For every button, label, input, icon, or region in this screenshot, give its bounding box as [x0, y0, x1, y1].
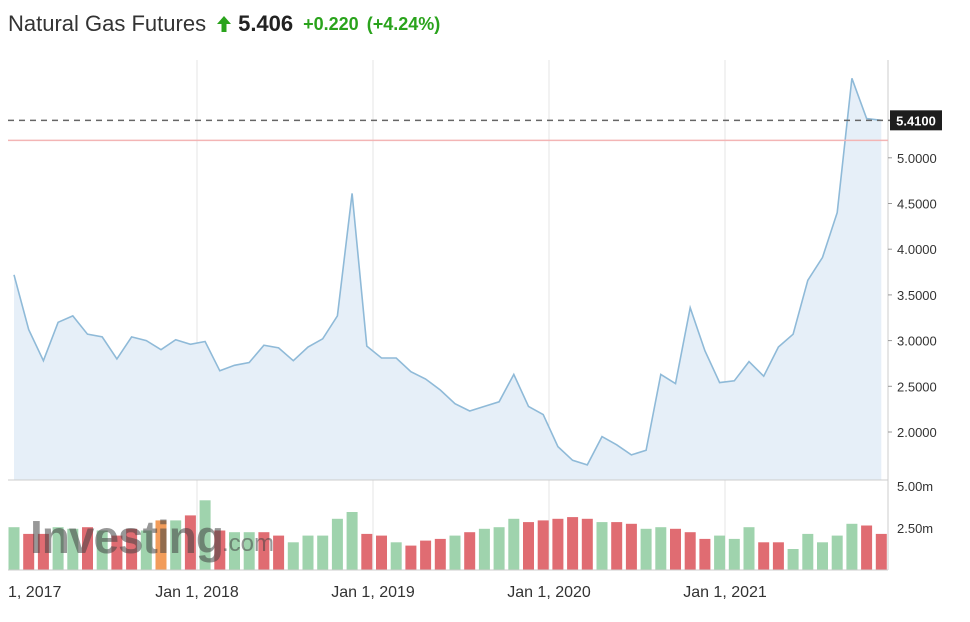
y-tick-label: 3.0000 — [897, 334, 937, 349]
volume-bar — [743, 527, 755, 570]
volume-bar — [184, 515, 196, 570]
quote-header: Natural Gas Futures 5.406 +0.220 (+4.24%… — [8, 8, 448, 40]
x-tick-label: Jan 1, 2019 — [331, 584, 415, 601]
volume-bar — [126, 528, 138, 570]
volume-bar — [611, 522, 623, 570]
price-area-layer — [13, 78, 882, 481]
price-change: +0.220 — [303, 13, 359, 34]
price-line — [13, 78, 882, 466]
x-tick-label: 1, 2017 — [8, 584, 61, 601]
volume-bar — [596, 522, 608, 570]
volume-bar — [302, 535, 314, 570]
volume-bar — [346, 512, 358, 570]
volume-bar — [817, 542, 828, 570]
volume-bar — [361, 533, 373, 570]
volume-bar — [199, 500, 211, 570]
volume-bar — [23, 533, 35, 570]
volume-bar — [258, 532, 270, 570]
volume-bar — [449, 535, 461, 570]
axes — [8, 60, 889, 571]
volume-bar — [52, 527, 64, 570]
volume-bar — [758, 542, 770, 570]
volume-bar — [831, 535, 843, 570]
last-price: 5.406 — [238, 11, 294, 36]
volume-bar — [243, 532, 255, 570]
watermark: Investing .com — [30, 511, 274, 563]
volume-bar — [875, 533, 887, 570]
x-tick-label: Jan 1, 2018 — [155, 584, 239, 601]
arrow-up-icon — [217, 16, 232, 32]
volume-bar — [405, 545, 417, 570]
watermark-text: Investing — [30, 511, 223, 563]
volume-bar — [684, 532, 696, 570]
volume-bar — [390, 542, 402, 570]
volume-bar — [464, 532, 476, 570]
y-tick-label: 2.0000 — [897, 425, 937, 440]
current-value-marker: 5.4100 — [8, 110, 942, 142]
instrument-title: Natural Gas Futures — [8, 11, 207, 36]
price-change-percent: (+4.24%) — [366, 13, 441, 34]
volume-bar — [37, 533, 49, 570]
current-value-box — [890, 110, 942, 131]
volume-bar — [493, 527, 505, 570]
volume-bar — [331, 518, 343, 570]
volume-bar — [802, 533, 814, 570]
y-tick-label: 5.0000 — [897, 151, 937, 166]
volume-bar — [714, 535, 726, 570]
volume-bar — [287, 542, 299, 570]
volume-bar — [214, 530, 226, 570]
x-tick-label: Jan 1, 2020 — [507, 584, 591, 601]
volume-bar — [537, 520, 549, 570]
volume-bar — [317, 535, 329, 570]
volume-bars — [8, 500, 887, 570]
volume-bar — [640, 528, 652, 570]
price-area-fill — [14, 78, 882, 481]
volume-bar — [8, 527, 20, 570]
current-value-label: 5.4100 — [896, 113, 936, 128]
volume-bar — [861, 525, 873, 570]
volume-bar — [273, 535, 285, 570]
volume-bar — [787, 549, 799, 570]
volume-tick-label: 5.00m — [897, 479, 933, 494]
volume-bar — [420, 540, 432, 570]
volume-bar — [699, 538, 711, 570]
volume-bar — [67, 528, 79, 570]
volume-bar — [140, 530, 152, 570]
y-tick-label: 4.5000 — [897, 197, 937, 212]
x-tick-label: Jan 1, 2021 — [683, 584, 767, 601]
volume-tick-label: 2.50m — [897, 521, 933, 536]
volume-bar — [552, 518, 564, 570]
volume-bar — [523, 522, 534, 570]
volume-bar — [625, 523, 637, 570]
volume-bar — [229, 532, 240, 570]
volume-bar — [655, 527, 667, 570]
grid-lines — [196, 60, 726, 570]
volume-bar — [434, 538, 446, 570]
volume-bar — [670, 528, 681, 570]
axis-ticks: 2.0000 2.5000 3.0000 3.5000 4.0000 4.5000 5.00… — [8, 151, 937, 601]
volume-bar — [478, 528, 490, 570]
volume-bar — [846, 523, 858, 570]
y-tick-label: 2.5000 — [897, 379, 937, 394]
y-tick-label: 4.0000 — [897, 242, 937, 257]
volume-bar — [508, 518, 520, 570]
volume-bar — [772, 542, 784, 570]
volume-bar — [376, 535, 387, 570]
volume-bar — [581, 518, 593, 570]
volume-bar — [170, 520, 182, 570]
volume-bar — [96, 530, 108, 570]
volume-bar — [111, 535, 123, 570]
volume-bar — [155, 520, 167, 570]
volume-bar — [567, 517, 579, 570]
watermark-suffix: .com — [222, 530, 274, 557]
volume-bar — [82, 527, 93, 570]
y-tick-label: 3.5000 — [897, 288, 937, 303]
volume-bar — [728, 538, 740, 570]
